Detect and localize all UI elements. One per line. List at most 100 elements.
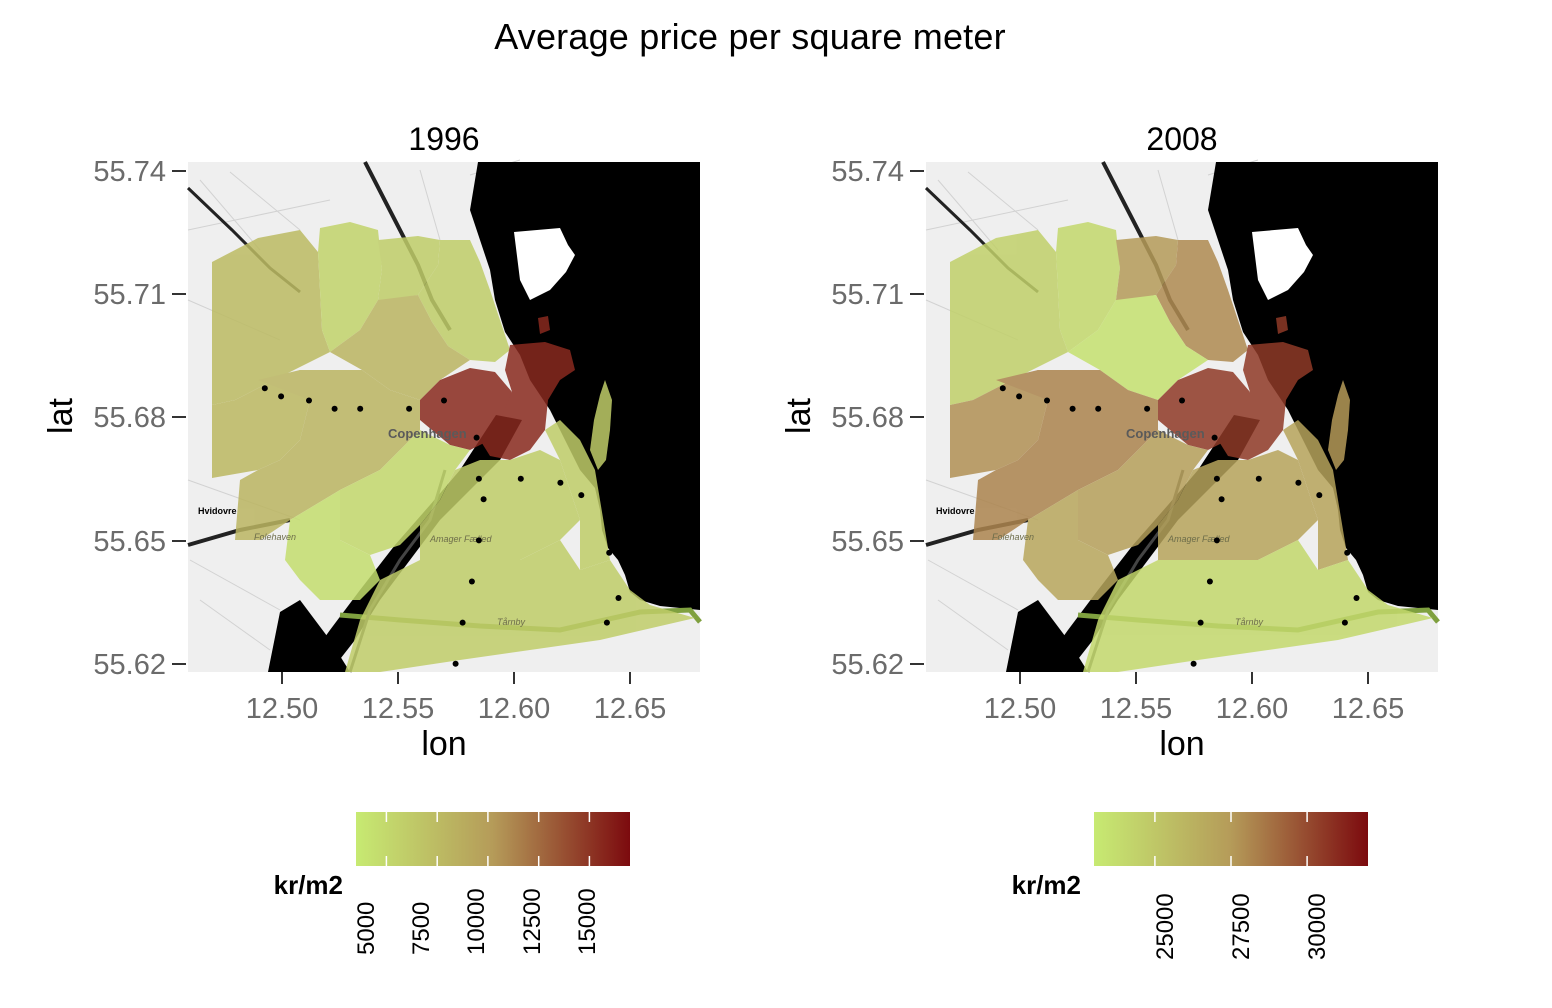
district-AS bbox=[345, 540, 695, 672]
legend-1996: kr/m2 5000 7500 10000 12500 15000 bbox=[274, 812, 630, 955]
sale-point bbox=[1069, 405, 1076, 412]
sale-points bbox=[999, 385, 1360, 667]
sale-point bbox=[1211, 434, 1218, 441]
district-CORE bbox=[1158, 368, 1250, 450]
y-tick-55.74: 55.74 bbox=[93, 156, 186, 188]
y-tick-55.74: 55.74 bbox=[831, 156, 924, 188]
sale-point bbox=[357, 405, 364, 412]
sale-point bbox=[1044, 397, 1050, 404]
map-panel-1996: 1996 bbox=[42, 121, 702, 955]
svg-text:55.62: 55.62 bbox=[831, 649, 904, 681]
svg-text:12.55: 12.55 bbox=[362, 693, 435, 725]
svg-text:55.62: 55.62 bbox=[93, 649, 166, 681]
legend-tick-label: 12500 bbox=[519, 888, 546, 955]
district-SC bbox=[340, 430, 470, 555]
district-IS bbox=[538, 316, 550, 334]
legend-2008: kr/m2 25000 27500 30000 bbox=[1012, 812, 1368, 960]
sale-point bbox=[1344, 549, 1351, 556]
district-IS bbox=[1276, 316, 1288, 334]
sale-point bbox=[1213, 537, 1220, 544]
place-label-tarnby: Tårnby bbox=[497, 617, 526, 627]
sale-point bbox=[1179, 397, 1185, 404]
sale-point bbox=[1255, 475, 1262, 482]
svg-text:55.74: 55.74 bbox=[93, 156, 166, 188]
panel-title-2008: 2008 bbox=[1146, 121, 1217, 157]
sale-point bbox=[1206, 578, 1213, 585]
legend-tick-label: 25000 bbox=[1152, 893, 1179, 960]
svg-text:12.65: 12.65 bbox=[594, 693, 667, 725]
district-CH bbox=[480, 342, 575, 460]
y-tick-55.65: 55.65 bbox=[831, 526, 924, 558]
sale-point bbox=[473, 434, 480, 441]
district-SW bbox=[973, 370, 1158, 540]
sale-point bbox=[1197, 619, 1204, 626]
legend-ticks bbox=[1154, 812, 1308, 866]
sale-point bbox=[468, 578, 475, 585]
sale-points bbox=[261, 385, 622, 667]
place-label-folehaven: Folehaven bbox=[254, 532, 296, 542]
district-C bbox=[330, 295, 470, 400]
district-AS bbox=[1083, 540, 1433, 672]
sale-point bbox=[475, 537, 482, 544]
x-axis-title: lon bbox=[421, 725, 466, 763]
district-AM bbox=[1158, 450, 1318, 560]
district-NW bbox=[212, 230, 330, 405]
district-AM bbox=[420, 450, 580, 560]
sale-point bbox=[1353, 595, 1360, 601]
x-tick-12.65: 12.65 bbox=[1332, 672, 1405, 725]
place-label-hvidovre: Hvidovre bbox=[198, 506, 237, 516]
sale-point bbox=[452, 660, 459, 667]
sale-point bbox=[1341, 619, 1348, 626]
legend-title: kr/m2 bbox=[274, 870, 343, 900]
district-SC bbox=[1078, 430, 1208, 555]
sale-point bbox=[459, 619, 466, 626]
legend-tick-label: 15000 bbox=[574, 888, 601, 955]
y-axis-title: lat bbox=[42, 397, 80, 433]
sale-point bbox=[1218, 496, 1225, 503]
place-label-copenhagen: Copenhagen bbox=[1126, 426, 1205, 441]
y-tick-55.62: 55.62 bbox=[93, 649, 186, 681]
district-AE bbox=[545, 420, 610, 570]
district-SW2 bbox=[285, 490, 380, 600]
svg-text:55.68: 55.68 bbox=[831, 402, 904, 434]
sale-point bbox=[475, 475, 482, 482]
district-AE bbox=[1283, 420, 1348, 570]
place-label-folehaven: Folehaven bbox=[992, 532, 1034, 542]
district-NE bbox=[1156, 240, 1248, 362]
sale-point bbox=[1016, 393, 1023, 400]
district-W bbox=[212, 370, 310, 478]
legend-tick-label: 7500 bbox=[408, 902, 435, 955]
district-SW2 bbox=[1023, 490, 1118, 600]
nordhavn bbox=[514, 228, 575, 300]
legend-tick-label: 5000 bbox=[353, 902, 380, 955]
svg-text:12.60: 12.60 bbox=[1216, 693, 1289, 725]
district-NW bbox=[950, 230, 1068, 405]
svg-text:55.68: 55.68 bbox=[93, 402, 166, 434]
panel-title-1996: 1996 bbox=[408, 121, 479, 157]
x-tick-12.50: 12.50 bbox=[984, 672, 1057, 725]
sale-point bbox=[615, 595, 622, 601]
y-axis: 55.74 55.71 55.68 55.65 55.62 lat bbox=[42, 156, 186, 681]
sale-point bbox=[306, 397, 312, 404]
svg-text:12.65: 12.65 bbox=[1332, 693, 1405, 725]
x-tick-12.55: 12.55 bbox=[362, 672, 435, 725]
district-N1 bbox=[318, 222, 382, 352]
sale-point bbox=[278, 393, 285, 400]
place-label-tarnby: Tårnby bbox=[1235, 617, 1264, 627]
place-label-amager-faelled: Amager Fælled bbox=[1167, 534, 1231, 544]
sale-point bbox=[1144, 405, 1151, 412]
district-HB bbox=[1328, 380, 1350, 470]
sale-point bbox=[1316, 492, 1323, 499]
sale-point bbox=[557, 479, 564, 486]
sale-point bbox=[999, 385, 1006, 392]
svg-text:55.71: 55.71 bbox=[831, 279, 904, 311]
svg-text:12.50: 12.50 bbox=[246, 693, 319, 725]
svg-text:12.50: 12.50 bbox=[984, 693, 1057, 725]
map-labels: Copenhagen Hvidovre Folehaven Amager Fæl… bbox=[936, 426, 1264, 627]
district-C bbox=[1068, 295, 1208, 400]
y-tick-55.71: 55.71 bbox=[93, 279, 186, 311]
legend-tick-label: 30000 bbox=[1304, 893, 1331, 960]
svg-text:55.74: 55.74 bbox=[831, 156, 904, 188]
map-panel-2008: 2008 bbox=[780, 121, 1440, 960]
svg-text:12.60: 12.60 bbox=[478, 693, 551, 725]
